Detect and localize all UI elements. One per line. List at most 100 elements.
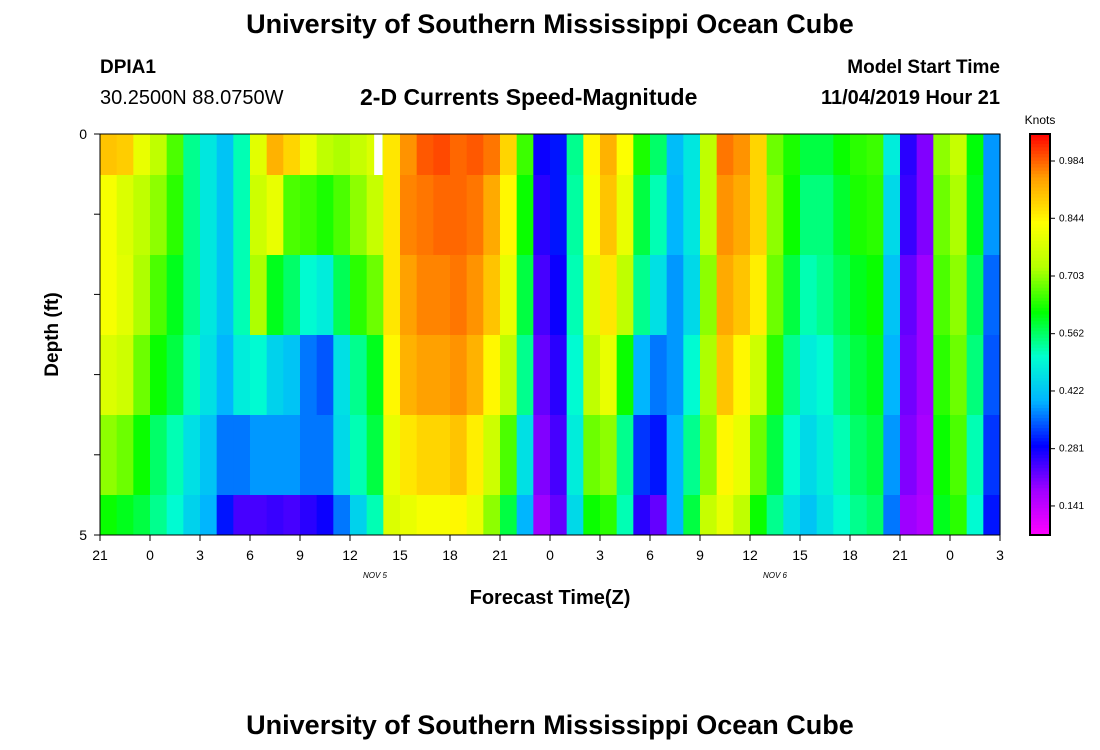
heatmap-cell <box>666 495 684 535</box>
heatmap-cell <box>816 495 834 535</box>
heatmap-cell <box>316 495 334 535</box>
heatmap-cell <box>633 415 651 495</box>
heatmap-cell <box>750 495 768 535</box>
heatmap-cell <box>583 134 601 175</box>
heatmap-cell <box>450 255 468 335</box>
heatmap-cell <box>516 134 534 175</box>
heatmap-cell <box>133 495 151 535</box>
colorbar-segment <box>1030 217 1050 222</box>
heatmap-cell <box>233 335 251 415</box>
heatmap-cell <box>383 134 401 175</box>
heatmap-cell <box>850 335 868 415</box>
heatmap-cell <box>716 415 734 495</box>
heatmap-cell <box>683 495 701 535</box>
heatmap-cell <box>900 495 918 535</box>
heatmap-cell <box>200 415 218 495</box>
heatmap-cell <box>500 255 518 335</box>
heatmap-cell <box>800 134 818 175</box>
x-tick-label: 9 <box>296 547 304 563</box>
heatmap-cell <box>716 335 734 415</box>
colorbar-segment <box>1030 207 1050 212</box>
heatmap-cell <box>466 134 484 175</box>
heatmap-cell <box>733 495 751 535</box>
heatmap-cell <box>266 415 284 495</box>
colorbar-segment <box>1030 448 1050 452</box>
heatmap-cell <box>316 175 334 255</box>
heatmap-cell <box>600 415 618 495</box>
heatmap-cell <box>916 415 934 495</box>
heatmap-cell <box>550 335 568 415</box>
colorbar-segment <box>1030 180 1050 185</box>
colorbar-segment <box>1030 521 1050 526</box>
heatmap-cell <box>616 335 634 415</box>
heatmap-cell <box>733 255 751 335</box>
x-tick-label: 18 <box>842 547 858 563</box>
heatmap-cell <box>616 134 634 175</box>
heatmap-cell <box>416 175 434 255</box>
heatmap-cell <box>400 335 418 415</box>
heatmap-cell <box>216 335 234 415</box>
model-start-label: Model Start Time <box>847 57 1000 78</box>
y-tick-label: 0 <box>79 126 87 142</box>
heatmap-cell <box>716 255 734 335</box>
heatmap-cell <box>550 134 568 175</box>
heatmap-cell <box>566 335 584 415</box>
colorbar-segment <box>1030 307 1050 312</box>
heatmap-cell <box>683 175 701 255</box>
colorbar-segment <box>1030 444 1050 449</box>
heatmap-cell <box>916 335 934 415</box>
heatmap-cell <box>150 495 168 535</box>
x-tick-label: 12 <box>342 547 358 563</box>
heatmap-cell <box>366 175 384 255</box>
colorbar-segment <box>1030 431 1050 436</box>
heatmap-cell <box>750 335 768 415</box>
heatmap-cell <box>600 134 618 175</box>
heatmap-cell <box>733 175 751 255</box>
colorbar-tick-label: 0.844 <box>1059 213 1084 224</box>
heatmap-cell <box>800 415 818 495</box>
colorbar-segment <box>1030 501 1050 506</box>
heatmap-cell <box>683 335 701 415</box>
heatmap-cell <box>333 255 351 335</box>
colorbar-segment <box>1030 381 1050 386</box>
heatmap-cell <box>616 255 634 335</box>
heatmap-cell <box>183 175 201 255</box>
colorbar-segment <box>1030 301 1050 305</box>
heatmap-cell <box>816 175 834 255</box>
heatmap-cell <box>500 495 518 535</box>
colorbar-segment <box>1030 234 1050 239</box>
heatmap-cell <box>616 415 634 495</box>
colorbar-segment <box>1030 277 1050 282</box>
heatmap-cell <box>283 134 301 175</box>
x-tick-label: 0 <box>946 547 954 563</box>
heatmap-cell <box>116 134 134 175</box>
colorbar-segment <box>1030 451 1050 456</box>
heatmap-cell <box>750 415 768 495</box>
heatmap-cell <box>783 175 801 255</box>
colorbar-segment <box>1030 147 1050 152</box>
colorbar-segment <box>1030 187 1050 192</box>
heatmap-cell <box>433 495 451 535</box>
colorbar-segment <box>1030 140 1050 145</box>
heatmap-cell <box>116 335 134 415</box>
colorbar-segment <box>1030 421 1050 426</box>
heatmap-cell <box>933 134 951 175</box>
colorbar-segment <box>1030 478 1050 483</box>
heatmap-cell <box>733 335 751 415</box>
heatmap-cell <box>150 335 168 415</box>
colorbar-segment <box>1030 528 1050 533</box>
colorbar-segment <box>1030 411 1050 416</box>
heatmap-cell <box>866 175 884 255</box>
heatmap-cell <box>766 175 784 255</box>
heatmap-cell <box>716 495 734 535</box>
heatmap-cell <box>683 415 701 495</box>
heatmap-cell <box>116 255 134 335</box>
colorbar-segment <box>1030 337 1050 342</box>
heatmap-cell <box>266 495 284 535</box>
colorbar-segment <box>1030 387 1050 392</box>
heatmap-cell <box>933 335 951 415</box>
colorbar-segment <box>1030 237 1050 242</box>
colorbar-segment <box>1030 327 1050 332</box>
colorbar-segment <box>1030 204 1050 209</box>
heatmap-cell <box>100 134 118 175</box>
